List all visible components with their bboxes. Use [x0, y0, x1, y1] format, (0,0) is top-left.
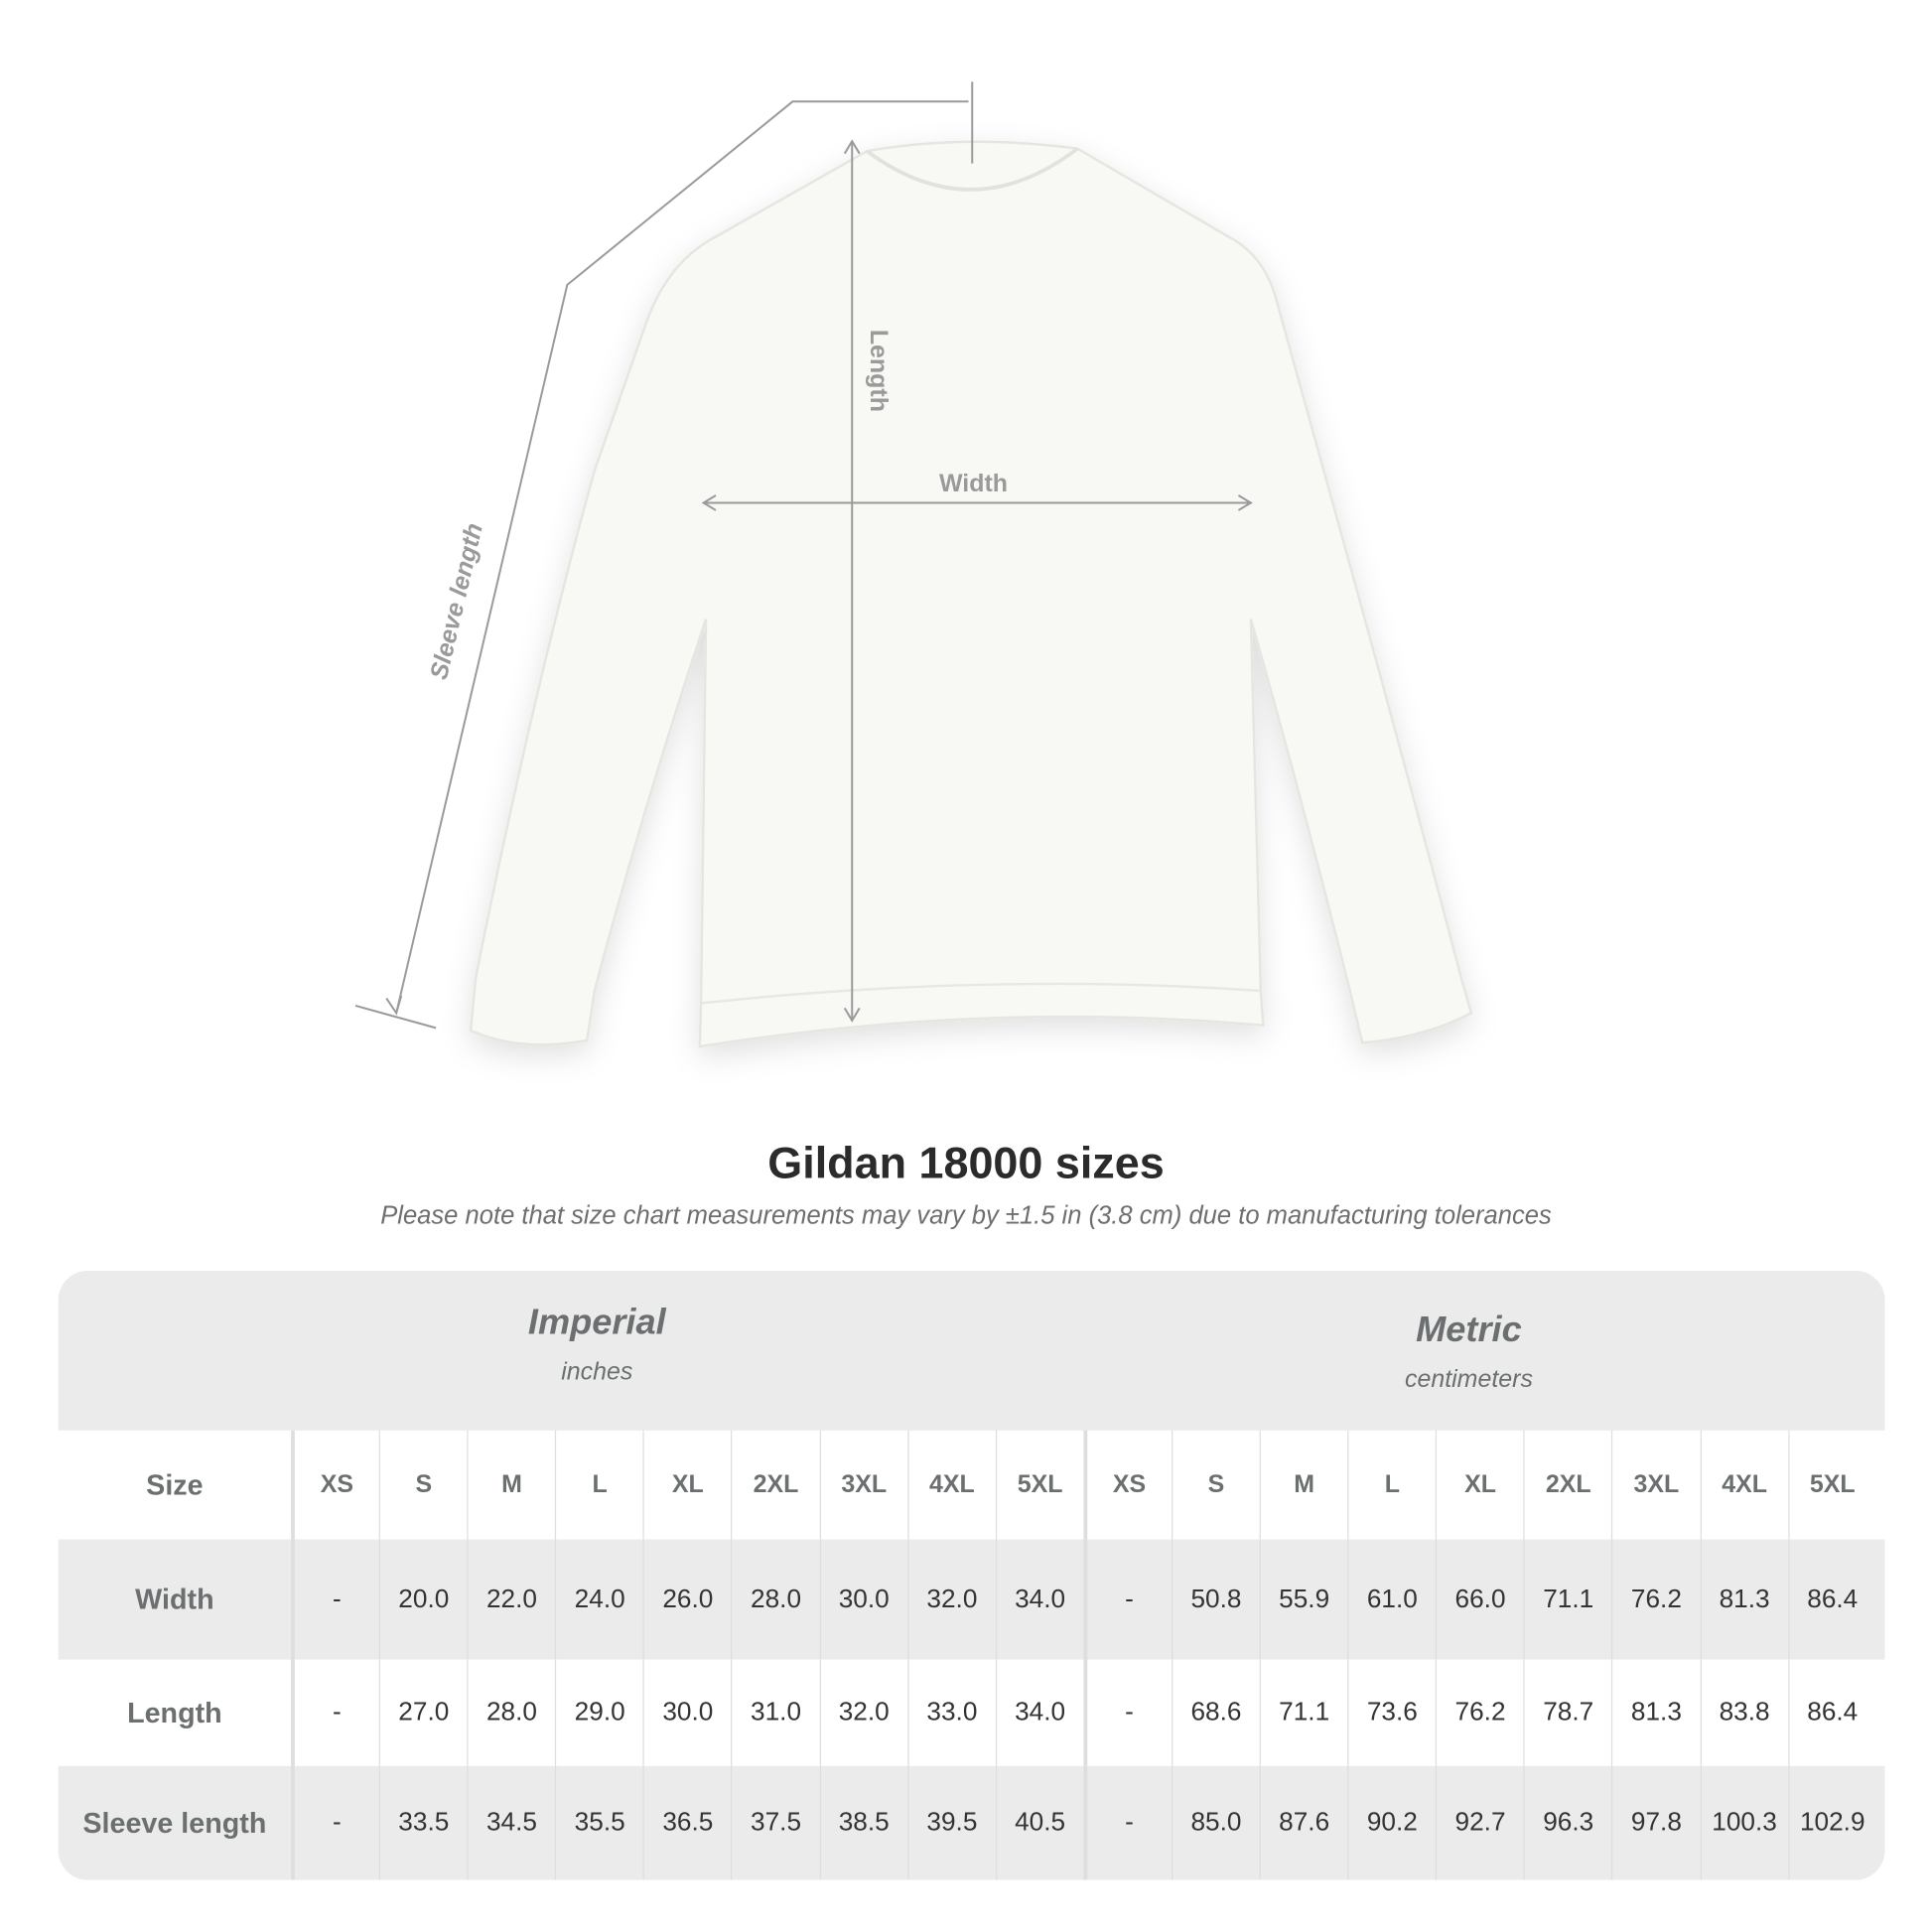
table-cell: 34.0	[995, 1539, 1084, 1660]
imperial-header: Imperial inches	[349, 1303, 845, 1387]
table-cell: 97.8	[1611, 1765, 1700, 1880]
table-cell: 61.0	[1347, 1539, 1436, 1660]
table-row: Length -27.0 28.0 29.0 30.0 31.0 32.0 33.0 34.0-…	[59, 1659, 1885, 1766]
table-cell: 81.3	[1700, 1539, 1788, 1660]
size-header: 5XL	[995, 1430, 1084, 1540]
metric-header: Metric centimeters	[1221, 1311, 1717, 1395]
page-title: Gildan 18000 sizes	[767, 1137, 1165, 1188]
table-cell: 100.3	[1700, 1765, 1788, 1880]
table-cell: 76.2	[1436, 1659, 1524, 1766]
row-label: Width	[135, 1583, 214, 1615]
size-header: S	[1172, 1430, 1260, 1540]
table-cell: 68.6	[1172, 1659, 1260, 1766]
table-cell: 32.0	[906, 1539, 996, 1660]
size-header: 3XL	[1611, 1430, 1700, 1540]
measurement-lines	[354, 81, 1253, 1030]
size-header: XL	[642, 1430, 732, 1540]
size-header: 4XL	[906, 1430, 996, 1540]
table-cell: 38.5	[819, 1765, 907, 1880]
table-cell: 20.0	[378, 1539, 468, 1660]
table-cell: 35.5	[555, 1765, 643, 1880]
size-header: XS	[1083, 1430, 1172, 1540]
table-cell: 86.4	[1787, 1539, 1876, 1660]
table-row: Width -20.0 22.0 24.0 26.0 28.0 30.0 32.0 34.0-5…	[58, 1539, 1885, 1660]
size-header: M	[1259, 1430, 1348, 1540]
size-header: XS	[291, 1430, 379, 1540]
table-cell: 37.5	[731, 1765, 820, 1880]
size-header: 2XL	[1523, 1430, 1612, 1540]
imperial-title: Imperial	[527, 1303, 666, 1343]
table-cell: -	[1083, 1765, 1172, 1880]
table-cell: 32.0	[819, 1659, 907, 1766]
width-label: Width	[939, 470, 1008, 497]
table-cell: 39.5	[906, 1765, 996, 1880]
size-header: XL	[1436, 1430, 1524, 1540]
table-cell: 71.1	[1259, 1659, 1348, 1766]
table-cell: 30.0	[819, 1539, 907, 1660]
table-cell: 28.0	[731, 1539, 820, 1660]
table-cell: 26.0	[642, 1539, 732, 1660]
size-table: Imperial inches Metric centimeters Size X…	[58, 1270, 1885, 1880]
table-cell: 92.7	[1436, 1765, 1524, 1880]
table-cell: 71.1	[1523, 1539, 1612, 1660]
table-cell: 36.5	[642, 1765, 732, 1880]
size-header: 2XL	[731, 1430, 820, 1540]
table-cell: 83.8	[1700, 1659, 1788, 1766]
table-cell: 66.0	[1436, 1539, 1524, 1660]
table-cell: 24.0	[555, 1539, 643, 1660]
table-row: Sleeve length -33.5 34.5 35.5 36.5 37.5 38.5 39…	[58, 1765, 1885, 1880]
sweatshirt-icon	[469, 140, 1473, 1048]
size-header: M	[467, 1430, 556, 1540]
sweatshirt-illustration: Length Width Sleeve length	[354, 81, 1473, 1048]
table-cell: 31.0	[731, 1659, 820, 1766]
table-cell: 34.0	[995, 1659, 1084, 1766]
size-header: 5XL	[1787, 1430, 1876, 1540]
table-cell: 28.0	[467, 1659, 556, 1766]
table-cell: 22.0	[467, 1539, 556, 1660]
table-cell: 33.0	[906, 1659, 996, 1766]
table-cell: 33.5	[378, 1765, 468, 1880]
table-cell: 29.0	[555, 1659, 643, 1766]
table-cell: 87.6	[1259, 1765, 1348, 1880]
metric-unit: centimeters	[1404, 1365, 1533, 1394]
size-header: L	[1347, 1430, 1436, 1540]
table-cell: -	[1083, 1659, 1172, 1766]
size-label: Size	[146, 1467, 204, 1501]
table-cell: -	[291, 1659, 379, 1766]
size-header: L	[555, 1430, 643, 1540]
tolerance-note: Please note that size chart measurements…	[380, 1201, 1552, 1230]
table-cell: 27.0	[378, 1659, 468, 1766]
table-cell: 50.8	[1172, 1539, 1260, 1660]
row-label: Length	[127, 1696, 222, 1728]
table-cell: 34.5	[467, 1765, 556, 1880]
row-label: Sleeve length	[82, 1806, 267, 1839]
table-cell: 30.0	[642, 1659, 732, 1766]
table-cell: 78.7	[1523, 1659, 1612, 1766]
table-cell: 86.4	[1787, 1659, 1876, 1766]
table-cell: 73.6	[1347, 1659, 1436, 1766]
table-cell: 102.9	[1787, 1765, 1876, 1880]
table-cell: -	[1083, 1539, 1172, 1660]
size-header: 4XL	[1700, 1430, 1788, 1540]
size-header: 3XL	[819, 1430, 907, 1540]
table-cell: -	[291, 1765, 379, 1880]
table-cell: 55.9	[1259, 1539, 1348, 1660]
metric-title: Metric	[1416, 1310, 1522, 1350]
size-header: S	[378, 1430, 468, 1540]
table-cell: 76.2	[1611, 1539, 1700, 1660]
table-cell: 81.3	[1611, 1659, 1700, 1766]
table-cell: 40.5	[995, 1765, 1084, 1880]
table-cell: -	[291, 1539, 379, 1660]
table-header: Imperial inches Metric centimeters	[58, 1270, 1885, 1431]
imperial-unit: inches	[561, 1358, 633, 1386]
table-cell: 96.3	[1523, 1765, 1612, 1880]
length-label: Length	[865, 330, 893, 412]
size-row: Size XS S M L XL 2XL 3XL 4XL 5XL XS S M L XL 2XL 3XL 4XL 5…	[59, 1430, 1885, 1540]
table-cell: 85.0	[1172, 1765, 1260, 1880]
table-cell: 90.2	[1347, 1765, 1436, 1880]
